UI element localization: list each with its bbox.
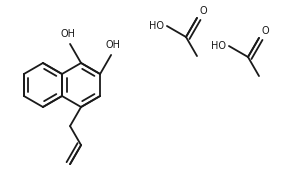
Text: O: O bbox=[199, 6, 206, 16]
Text: O: O bbox=[261, 26, 269, 36]
Text: HO: HO bbox=[211, 41, 226, 51]
Text: OH: OH bbox=[106, 40, 121, 50]
Text: HO: HO bbox=[149, 21, 164, 31]
Text: OH: OH bbox=[60, 29, 75, 39]
